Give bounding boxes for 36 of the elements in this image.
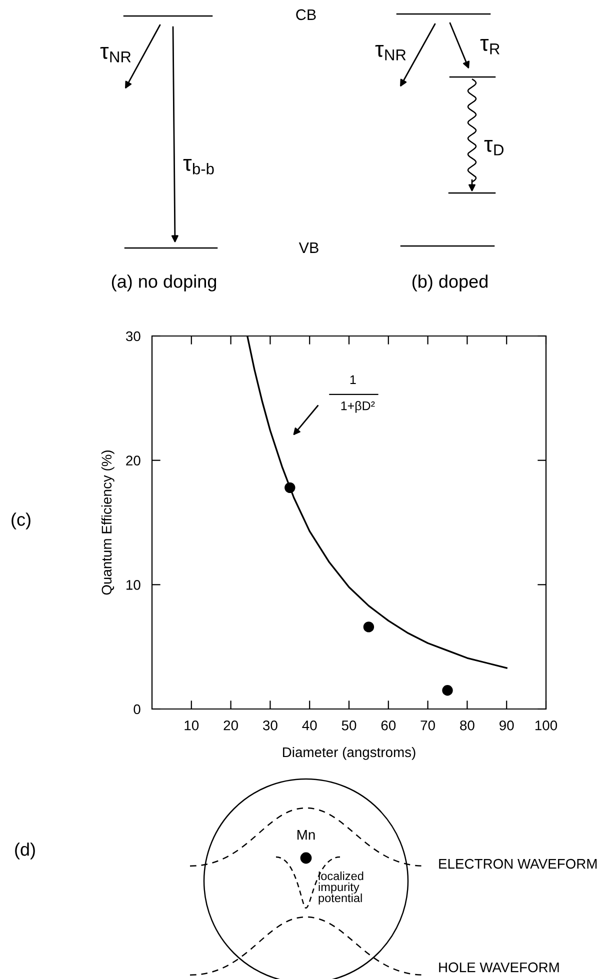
annotation: 1+βD²	[341, 401, 375, 413]
x-tick-label: 60	[381, 720, 396, 730]
text: Mn	[297, 830, 315, 840]
y-axis-title: Quantum Efficiency (%)	[101, 450, 114, 595]
text: (b) doped	[412, 274, 488, 292]
y-tick-label: 20	[126, 456, 140, 466]
x-tick-label: 10	[184, 720, 199, 730]
text: (c)	[12, 512, 30, 530]
annotation: 1	[350, 375, 356, 384]
x-tick-label: 90	[500, 720, 514, 730]
text: VB	[298, 242, 318, 253]
point	[363, 622, 374, 632]
text: τ$_{D}$	[484, 140, 504, 156]
x-tick-label: 100	[535, 720, 558, 730]
x-tick-label: 20	[224, 720, 238, 730]
x-tick-label: 70	[420, 720, 435, 730]
x-axis-title: Diameter (angstroms)	[283, 746, 416, 760]
point	[284, 482, 296, 494]
text: (d)	[15, 842, 35, 860]
y-tick-label: 30	[126, 331, 140, 342]
point	[442, 684, 453, 696]
text: τ$_{b-b}$	[183, 158, 214, 174]
text: τ$_{R}$	[480, 38, 500, 54]
text: CB	[296, 9, 316, 20]
x-tick-label: 30	[263, 720, 278, 730]
text: τ$_{NR}$	[100, 46, 131, 62]
x-tick-label: 80	[460, 720, 474, 730]
text: ELECTRON WAVEFORM	[439, 858, 597, 869]
text: localized impurity potential	[318, 871, 364, 905]
text: (a) no doping	[112, 274, 216, 292]
y-tick-label: 10	[126, 580, 140, 590]
y-tick-label: 0	[134, 704, 140, 714]
x-tick-label: 50	[342, 720, 356, 730]
text: τ$_{NR}$	[375, 44, 406, 60]
x-tick-label: 40	[302, 720, 317, 730]
text: HOLE WAVEFORM	[439, 962, 559, 972]
